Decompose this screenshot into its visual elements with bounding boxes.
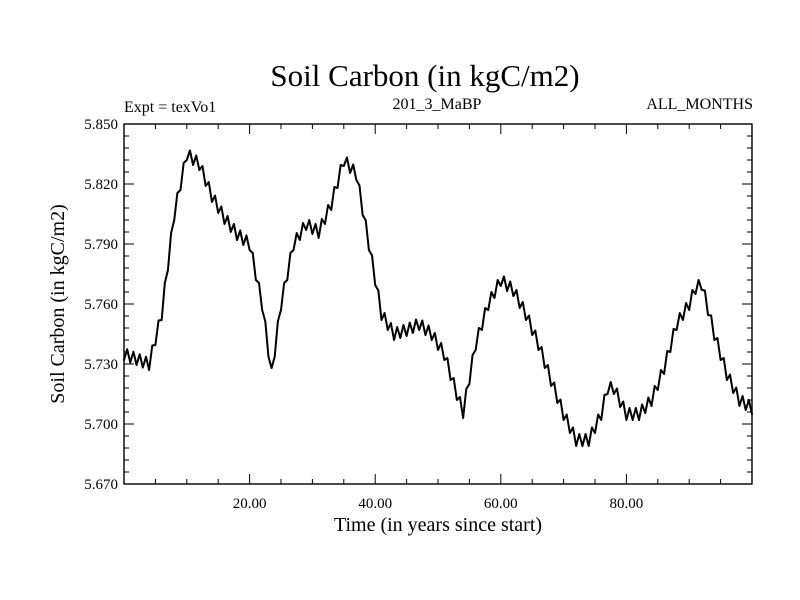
plot-frame <box>123 123 753 485</box>
x-axis-label: Time (in years since start) <box>334 514 542 536</box>
x-tick-label: 40.00 <box>358 496 392 512</box>
y-tick-label: 5.850 <box>84 117 118 133</box>
soil-carbon-series-line <box>123 149 753 447</box>
months-label: ALL_MONTHS <box>646 96 753 113</box>
chart-title: Soil Carbon (in kgC/m2) <box>270 58 579 93</box>
y-tick-label: 5.790 <box>84 237 118 253</box>
period-label: 201_3_MaBP <box>393 96 482 113</box>
y-tick-label: 5.670 <box>84 477 118 493</box>
plot-area: 20.00 40.00 60.00 80.00 5.670 5.700 5.730 5.760… <box>84 117 753 512</box>
y-axis-label: Soil Carbon (in kgC/m2) <box>47 204 69 403</box>
x-tick-label: 20.00 <box>233 496 267 512</box>
experiment-label: Expt = texVo1 <box>124 99 216 116</box>
y-tick-label: 5.760 <box>84 297 118 313</box>
x-tick-label: 60.00 <box>484 496 518 512</box>
x-tick-label: 80.00 <box>610 496 644 512</box>
y-tick-label: 5.730 <box>84 357 118 373</box>
y-tick-label: 5.700 <box>84 417 118 433</box>
y-tick-label: 5.820 <box>84 177 118 193</box>
